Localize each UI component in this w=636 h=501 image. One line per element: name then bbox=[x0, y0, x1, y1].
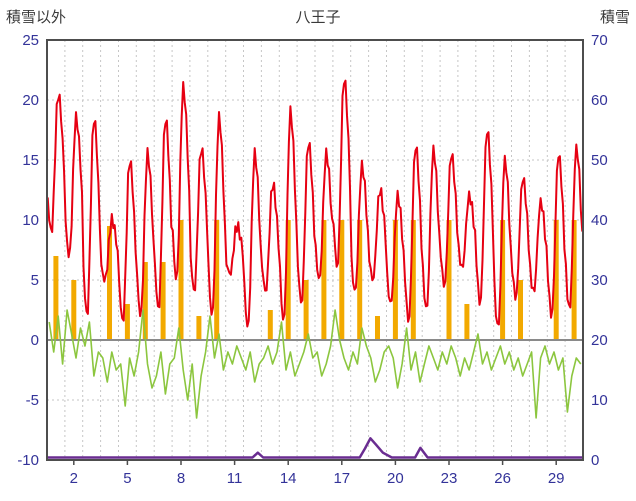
left-axis-title: 積雪以外 bbox=[6, 9, 67, 26]
plot-border bbox=[46, 39, 584, 461]
sunshine-bar bbox=[107, 226, 112, 340]
red-temperature-line bbox=[46, 79, 584, 328]
right-axis-tick-label: 10 bbox=[591, 392, 608, 409]
x-axis-tick-label: 2 bbox=[70, 470, 78, 487]
right-axis-tick-label: 60 bbox=[591, 92, 608, 109]
left-axis-tick-label: 0 bbox=[31, 332, 39, 349]
x-axis-tick-label: 20 bbox=[387, 470, 404, 487]
right-axis-tick-label: 20 bbox=[591, 332, 608, 349]
sunshine-bar bbox=[124, 304, 130, 340]
right-axis-tick-label: 40 bbox=[591, 212, 608, 229]
left-axis-tick-label: 10 bbox=[22, 212, 39, 229]
sunshine-bar bbox=[142, 262, 148, 340]
sunshine-bar bbox=[357, 220, 363, 340]
x-axis-tick-label: 29 bbox=[548, 470, 565, 487]
sunshine-bar bbox=[214, 220, 220, 340]
green-line bbox=[48, 309, 582, 419]
snow-depth-line bbox=[47, 437, 583, 459]
sunshine-bar bbox=[518, 280, 523, 340]
x-axis-tick-label: 14 bbox=[280, 470, 297, 487]
sunshine-bar bbox=[267, 310, 273, 340]
x-axis-tick-label: 17 bbox=[333, 470, 350, 487]
sunshine-bar bbox=[375, 316, 380, 340]
sunshine-bar bbox=[392, 220, 398, 340]
sunshine-bar bbox=[571, 220, 577, 340]
sunshine-bar bbox=[160, 262, 166, 340]
sunshine-bar bbox=[339, 220, 345, 340]
left-axis-tick-label: 25 bbox=[22, 32, 39, 49]
sunshine-bar bbox=[285, 220, 291, 340]
left-axis-tick-label: -5 bbox=[26, 392, 39, 409]
right-axis-tick-label: 50 bbox=[591, 152, 608, 169]
right-axis-tick-label: 70 bbox=[591, 32, 608, 49]
x-axis-tick-label: 23 bbox=[441, 470, 458, 487]
left-axis-tick-label: 20 bbox=[22, 92, 39, 109]
x-axis-tick-label: 26 bbox=[494, 470, 511, 487]
sunshine-bar bbox=[500, 220, 506, 340]
sunshine-bar bbox=[71, 280, 77, 340]
sunshine-bar bbox=[321, 220, 327, 340]
sunshine-bar bbox=[446, 220, 452, 340]
x-axis-tick-label: 11 bbox=[227, 470, 243, 487]
right-axis-tick-label: 30 bbox=[591, 272, 608, 289]
sunshine-bar bbox=[178, 220, 184, 340]
right-axis-title: 積雪 bbox=[599, 9, 630, 26]
sunshine-bar bbox=[303, 280, 309, 340]
sunshine-bar bbox=[553, 220, 559, 340]
sunshine-bar bbox=[196, 316, 202, 340]
x-axis-tick-label: 8 bbox=[177, 470, 185, 487]
sunshine-bar bbox=[410, 220, 416, 340]
left-axis-tick-label: 15 bbox=[22, 152, 39, 169]
x-axis-tick-label: 5 bbox=[123, 470, 131, 487]
sunshine-bar bbox=[53, 256, 59, 340]
sunshine-bar bbox=[464, 304, 470, 340]
left-axis-tick-label: -10 bbox=[17, 452, 39, 469]
left-axis-tick-label: 5 bbox=[31, 272, 39, 289]
chart-title: 八王子 bbox=[295, 9, 341, 26]
right-axis-tick-label: 0 bbox=[591, 452, 599, 469]
